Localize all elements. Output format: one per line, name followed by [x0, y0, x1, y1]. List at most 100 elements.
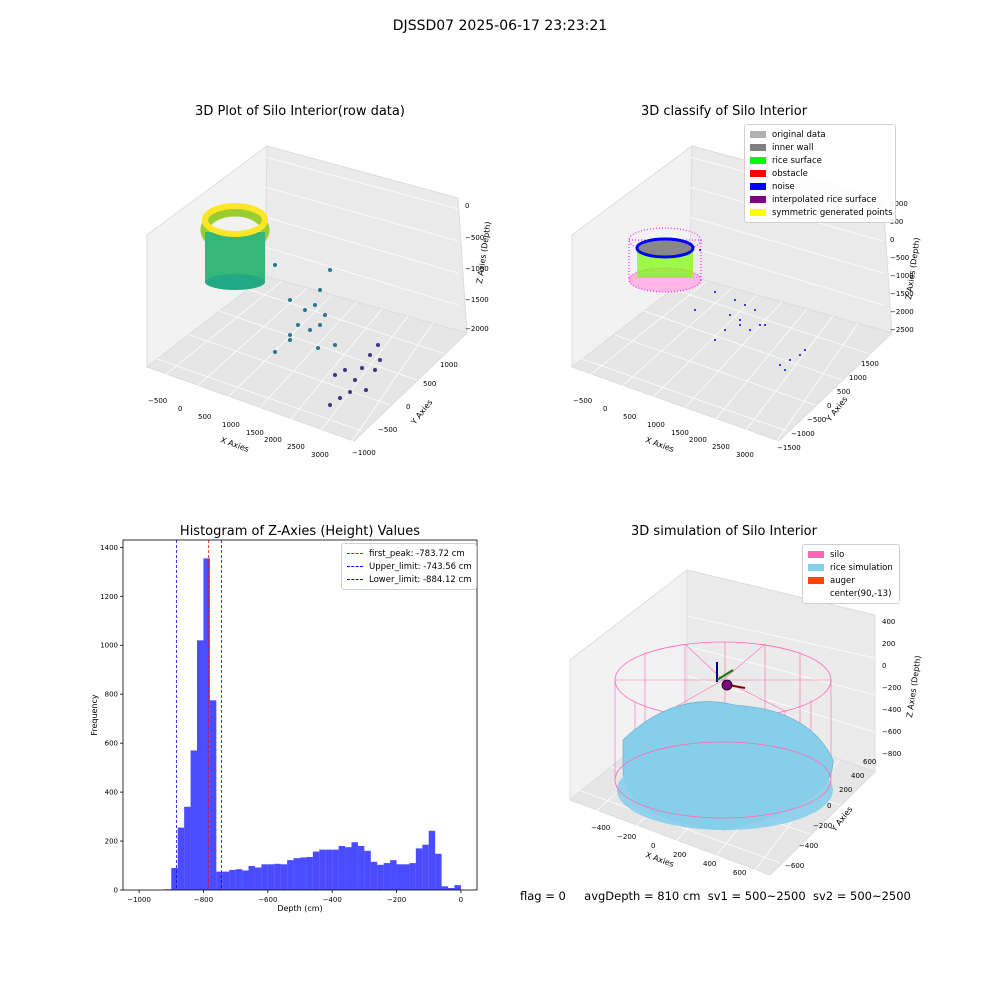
- legend-swatch: [750, 183, 766, 190]
- legend-entry: interpolated rice surface: [750, 193, 890, 206]
- status-flag: flag = 0: [520, 889, 566, 903]
- panel2-ytick: −1000: [791, 430, 815, 438]
- legend-entry: first_peak: -783.72 cm: [347, 547, 471, 560]
- panel2-xtick: 500: [623, 413, 636, 421]
- panel1-ztick: −2000: [465, 325, 489, 333]
- legend-label: original data: [772, 129, 826, 140]
- panel4-xtick: 400: [703, 860, 716, 868]
- panel1-xtick: 1000: [222, 421, 240, 429]
- panel4-xtick: 600: [733, 869, 746, 877]
- histogram-ytick-label: 600: [105, 740, 118, 748]
- panel4-ytick: 0: [827, 802, 831, 810]
- status-line: flag = 0 avgDepth = 810 cm sv1 = 500~250…: [520, 889, 911, 903]
- figure-title: DJSSD07 2025-06-17 23:23:21: [392, 18, 608, 34]
- histogram-bar: [274, 863, 281, 890]
- histogram-bar: [338, 845, 346, 890]
- histogram-bar: [235, 869, 243, 890]
- histogram-bar: [254, 867, 262, 890]
- panel1-ytick: 1000: [440, 361, 458, 369]
- legend-label: silo: [830, 549, 845, 560]
- legend-label: inner wall: [772, 142, 814, 153]
- status-avg-depth: avgDepth = 810 cm: [584, 889, 701, 903]
- legend-swatch: [808, 577, 824, 584]
- panel2-ztick: −1000: [890, 272, 914, 280]
- histogram-bar: [435, 853, 442, 890]
- histogram-bar: [209, 700, 217, 890]
- panel1-ytick: −1000: [352, 449, 376, 457]
- panel2-legend: original data inner wall rice surface ob…: [744, 124, 896, 223]
- panel1-xlabel: X Axies: [219, 435, 250, 454]
- histogram-ytick-label: 200: [105, 838, 118, 846]
- histogram-xtick-label: 0: [459, 896, 463, 904]
- panel4-title: 3D simulation of Silo Interior: [631, 524, 817, 539]
- histogram-bar: [370, 861, 378, 890]
- panel1-title: 3D Plot of Silo Interior(row data): [195, 104, 405, 119]
- legend-label: Upper_limit: -743.56 cm: [369, 561, 472, 572]
- histogram-xtick-label: −1000: [127, 896, 151, 904]
- panel4-ytick: 600: [863, 758, 876, 766]
- panel1-ytick: −500: [378, 426, 397, 434]
- panel1-ylabel: Y Axies: [409, 398, 435, 427]
- panel2-xlabel: X Axies: [644, 435, 675, 454]
- legend-entry: auger: [808, 574, 894, 587]
- panel4-ztick: −200: [882, 684, 901, 692]
- histogram-bar: [280, 864, 288, 890]
- histogram-bars: [164, 558, 461, 890]
- legend-label: obstacle: [772, 168, 808, 179]
- panel4-ztick: −400: [882, 706, 901, 714]
- histogram-bar: [441, 886, 449, 890]
- legend-swatch: [750, 157, 766, 164]
- panel1-xtick: 1500: [246, 429, 264, 437]
- panel2-ztick: −2500: [890, 326, 914, 334]
- histogram-yaxis: 0 200 400 600 800 1000 1200 1400: [100, 544, 123, 895]
- legend-swatch: [750, 209, 766, 216]
- legend-entry: noise: [750, 180, 890, 193]
- legend-entry: Upper_limit: -743.56 cm: [347, 560, 472, 573]
- panel2-zlabel: Z Axies (Depth): [904, 237, 922, 300]
- histogram-xlabel: Depth (cm): [277, 904, 322, 913]
- legend-swatch: [750, 170, 766, 177]
- panel4-ytick: 200: [839, 786, 852, 794]
- panel1-xtick: 3000: [311, 451, 329, 459]
- panel2-scatter: [628, 227, 806, 371]
- panel2-ytick: 500: [837, 388, 850, 396]
- panel2-ztick: −500: [890, 254, 909, 262]
- panel4-legend: silo rice simulation auger center(90,-13…: [802, 544, 900, 604]
- histogram-bar: [390, 860, 397, 890]
- histogram-bar: [312, 851, 320, 890]
- legend-label: interpolated rice surface: [772, 194, 877, 205]
- panel2-xtick: 1000: [647, 421, 665, 429]
- legend-line: [347, 553, 363, 554]
- panel4-ytick: −400: [799, 842, 818, 850]
- histogram-bar: [222, 871, 230, 890]
- panel4-zlabel: Z Axies (Depth): [905, 655, 923, 718]
- histogram-bar: [216, 871, 223, 890]
- histogram-ylabel: Frequency: [90, 694, 99, 736]
- panel2-ytick: 1000: [849, 374, 867, 382]
- histogram-bar: [177, 827, 185, 890]
- panel2-title: 3D classify of Silo Interior: [640, 104, 808, 119]
- legend-line: [347, 579, 363, 580]
- legend-entry: original data: [750, 128, 890, 141]
- histogram-legend: first_peak: -783.72 cm Upper_limit: -743…: [341, 543, 477, 590]
- panel4-ztick: −800: [882, 750, 901, 758]
- histogram-bar: [190, 750, 198, 890]
- legend-line: [347, 566, 363, 567]
- panel2-ztick: 1000: [890, 200, 908, 208]
- legend-label: symmetric generated points: [772, 207, 893, 218]
- histogram-xtick-label: −200: [387, 896, 406, 904]
- histogram-bar: [402, 864, 410, 890]
- silo-wireframe: [614, 641, 834, 831]
- panel4-ztick: 200: [882, 640, 895, 648]
- panel1-scatter: [200, 203, 382, 407]
- histogram-xtick-label: −600: [258, 896, 277, 904]
- panel2-xtick: 1500: [671, 429, 689, 437]
- panel2-xtick: 2500: [712, 443, 730, 451]
- panel1-ytick: 0: [406, 403, 410, 411]
- histogram-xaxis: −1000 −800 −600 −400 −200 0: [127, 890, 463, 904]
- histogram-bar: [448, 888, 455, 890]
- histogram-bar: [229, 869, 236, 890]
- histogram-bar: [422, 844, 429, 890]
- histogram-bar: [428, 830, 436, 890]
- panel2-ztick: 500: [890, 218, 903, 226]
